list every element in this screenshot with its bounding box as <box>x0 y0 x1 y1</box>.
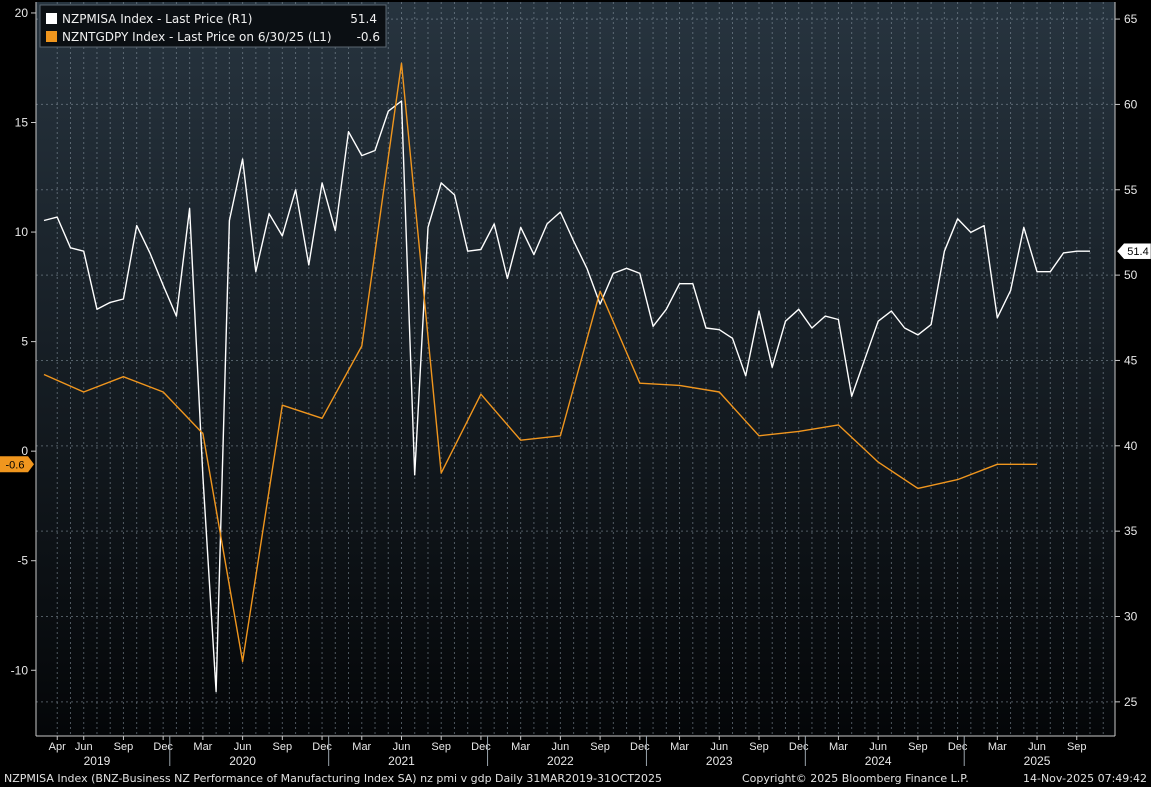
x-month-label: Jun <box>710 741 728 753</box>
left-tick-label: -5 <box>17 554 28 568</box>
left-tick-label: 15 <box>15 116 29 130</box>
right-tick-label: 45 <box>1124 353 1138 367</box>
x-year-label: 2019 <box>84 754 111 768</box>
gdp-series-line <box>43 62 1037 663</box>
footer: NZPMISA Index (BNZ-Business NZ Performan… <box>4 772 1147 785</box>
legend-swatch-gdp <box>46 31 57 42</box>
x-month-label: Dec <box>948 741 968 753</box>
legend-box <box>39 4 387 48</box>
x-month-label: Dec <box>630 741 650 753</box>
right-tick-label: 35 <box>1124 524 1138 538</box>
legend-swatch-pmi <box>46 13 57 24</box>
right-tick-label: 50 <box>1124 268 1138 282</box>
x-month-label: Sep <box>590 741 610 753</box>
left-tick-label: 0 <box>21 444 28 458</box>
x-month-label: Mar <box>829 741 848 753</box>
x-month-label: Dec <box>471 741 491 753</box>
left-tick-label: 5 <box>21 335 28 349</box>
footer-description: NZPMISA Index (BNZ-Business NZ Performan… <box>4 772 662 785</box>
x-month-label: Sep <box>908 741 928 753</box>
x-month-label: Dec <box>789 741 809 753</box>
x-year-label: 2020 <box>229 754 256 768</box>
left-tick-label: 20 <box>15 6 29 20</box>
x-month-label: Mar <box>352 741 371 753</box>
x-month-label: Jun <box>75 741 93 753</box>
x-month-label: Jun <box>1028 741 1046 753</box>
value-flags: 51.4 -0.6 <box>0 242 1151 473</box>
left-value-flag-text: -0.6 <box>6 459 25 471</box>
x-month-label: Mar <box>511 741 530 753</box>
legend-label-gdp: NZNTGDPY Index - Last Price on 6/30/25 (… <box>62 30 332 44</box>
x-month-label: Jun <box>869 741 887 753</box>
x-year-label: 2021 <box>388 754 415 768</box>
x-month-label: Dec <box>153 741 173 753</box>
x-month-label: Mar <box>193 741 212 753</box>
legend-value-gdp: -0.6 <box>357 30 380 44</box>
right-value-flag-text: 51.4 <box>1127 246 1148 258</box>
footer-copyright: Copyright© 2025 Bloomberg Finance L.P. <box>742 772 969 785</box>
x-month-label: Sep <box>114 741 134 753</box>
series-layer <box>43 62 1090 693</box>
grid <box>36 2 1115 736</box>
pmi-series-line <box>43 100 1090 693</box>
right-tick-label: 30 <box>1124 610 1138 624</box>
x-month-label: Jun <box>552 741 570 753</box>
left-tick-label: -10 <box>11 663 29 677</box>
x-year-label: 2025 <box>1024 754 1051 768</box>
x-month-label: Apr <box>49 741 66 753</box>
left-tick-label: 10 <box>15 225 29 239</box>
right-value-flag <box>1116 242 1151 260</box>
x-year-label: 2023 <box>706 754 733 768</box>
left-value-flag <box>0 456 34 473</box>
x-month-label: Sep <box>431 741 451 753</box>
x-month-label: Sep <box>749 741 769 753</box>
legend: NZPMISA Index - Last Price (R1) 51.4 NZN… <box>39 4 387 48</box>
x-month-label: Sep <box>273 741 293 753</box>
legend-label-pmi: NZPMISA Index - Last Price (R1) <box>62 12 252 26</box>
footer-timestamp: 14-Nov-2025 07:49:42 <box>1023 772 1147 785</box>
x-year-label: 2024 <box>865 754 892 768</box>
x-year-label: 2022 <box>547 754 574 768</box>
x-month-label: Mar <box>670 741 689 753</box>
right-tick-label: 40 <box>1124 439 1138 453</box>
legend-value-pmi: 51.4 <box>350 12 377 26</box>
right-tick-label: 60 <box>1124 97 1138 111</box>
right-tick-label: 65 <box>1124 12 1138 26</box>
x-month-label: Jun <box>234 741 252 753</box>
x-month-label: Dec <box>312 741 332 753</box>
right-tick-label: 25 <box>1124 695 1138 709</box>
right-tick-label: 55 <box>1124 183 1138 197</box>
x-month-label: Sep <box>1067 741 1087 753</box>
x-month-label: Jun <box>393 741 411 753</box>
x-month-label: Mar <box>988 741 1007 753</box>
